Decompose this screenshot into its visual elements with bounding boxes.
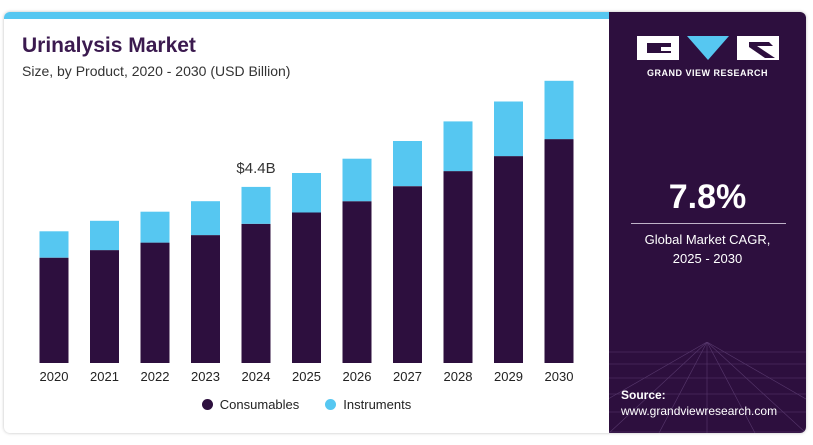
bar-consumables-2025 bbox=[292, 212, 321, 363]
x-tick-label: 2030 bbox=[545, 369, 574, 384]
bar-instruments-2029 bbox=[494, 101, 523, 157]
cagr-divider bbox=[631, 223, 786, 224]
bar-instruments-2025 bbox=[292, 173, 321, 213]
legend-label-instruments: Instruments bbox=[343, 397, 412, 412]
legend-label-consumables: Consumables bbox=[219, 397, 300, 412]
bar-consumables-2021 bbox=[90, 250, 119, 363]
bar-instruments-2027 bbox=[393, 141, 422, 187]
bar-instruments-2022 bbox=[140, 211, 170, 243]
x-tick-label: 2026 bbox=[343, 369, 372, 384]
source-url: www.grandviewresearch.com bbox=[621, 404, 778, 418]
x-tick-label: 2028 bbox=[444, 369, 473, 384]
bar-instruments-2030 bbox=[544, 80, 574, 140]
x-tick-label: 2023 bbox=[191, 369, 220, 384]
x-tick-label: 2025 bbox=[292, 369, 321, 384]
x-tick-label: 2029 bbox=[494, 369, 523, 384]
bar-consumables-2023 bbox=[191, 235, 220, 363]
data-label-annotation: $4.4B bbox=[236, 160, 275, 177]
bar-instruments-2021 bbox=[90, 220, 119, 251]
x-tick-label: 2024 bbox=[242, 369, 271, 384]
bar-consumables-2024 bbox=[241, 223, 271, 363]
bar-instruments-2026 bbox=[342, 158, 372, 202]
x-tick-label: 2027 bbox=[393, 369, 422, 384]
source-title: Source: bbox=[621, 388, 666, 402]
cagr-label: Global Market CAGR, 2025 - 2030 bbox=[609, 230, 806, 268]
grand-view-research-logo bbox=[637, 36, 779, 60]
bar-consumables-2020 bbox=[39, 257, 69, 363]
cagr-label-line2: 2025 - 2030 bbox=[672, 251, 743, 266]
cagr-value: 7.8% bbox=[668, 178, 747, 216]
bar-consumables-2028 bbox=[443, 171, 473, 363]
sidebar-panel: GRAND VIEW RESEARCH 7.8% Global Market C… bbox=[609, 12, 806, 433]
legend-item-consumables: Consumables bbox=[201, 397, 300, 412]
x-tick-label: 2022 bbox=[141, 369, 170, 384]
legend-item-instruments: Instruments bbox=[325, 397, 411, 412]
infographic-card: Urinalysis Market Size, by Product, 2020… bbox=[4, 12, 806, 433]
brand-name: GRAND VIEW RESEARCH bbox=[646, 68, 768, 78]
x-tick-label: 2020 bbox=[40, 369, 69, 384]
bar-consumables-2022 bbox=[140, 242, 170, 363]
bar-consumables-2027 bbox=[393, 186, 422, 363]
bar-consumables-2029 bbox=[494, 156, 523, 363]
x-tick-label: 2021 bbox=[90, 369, 119, 384]
legend-swatch-instruments bbox=[325, 399, 337, 410]
accent-top-bar bbox=[4, 12, 609, 19]
chart-legend: Consumables Instruments bbox=[4, 397, 609, 412]
chart-subtitle: Size, by Product, 2020 - 2030 (USD Billi… bbox=[22, 63, 291, 79]
bar-consumables-2030 bbox=[544, 139, 574, 363]
bar-instruments-2020 bbox=[39, 231, 69, 258]
bar-instruments-2024 bbox=[241, 186, 271, 224]
bar-consumables-2026 bbox=[342, 201, 372, 363]
bar-chart: 2020 2021 2022 2023 2024 $4.4B 2025 2026 2027 202… bbox=[39, 80, 574, 384]
bar-instruments-2028 bbox=[443, 121, 473, 172]
legend-swatch-consumables bbox=[201, 399, 213, 410]
cagr-label-line1: Global Market CAGR, bbox=[644, 232, 771, 247]
bar-instruments-2023 bbox=[191, 201, 220, 236]
decorative-grid bbox=[609, 342, 806, 433]
chart-title: Urinalysis Market bbox=[22, 34, 196, 57]
